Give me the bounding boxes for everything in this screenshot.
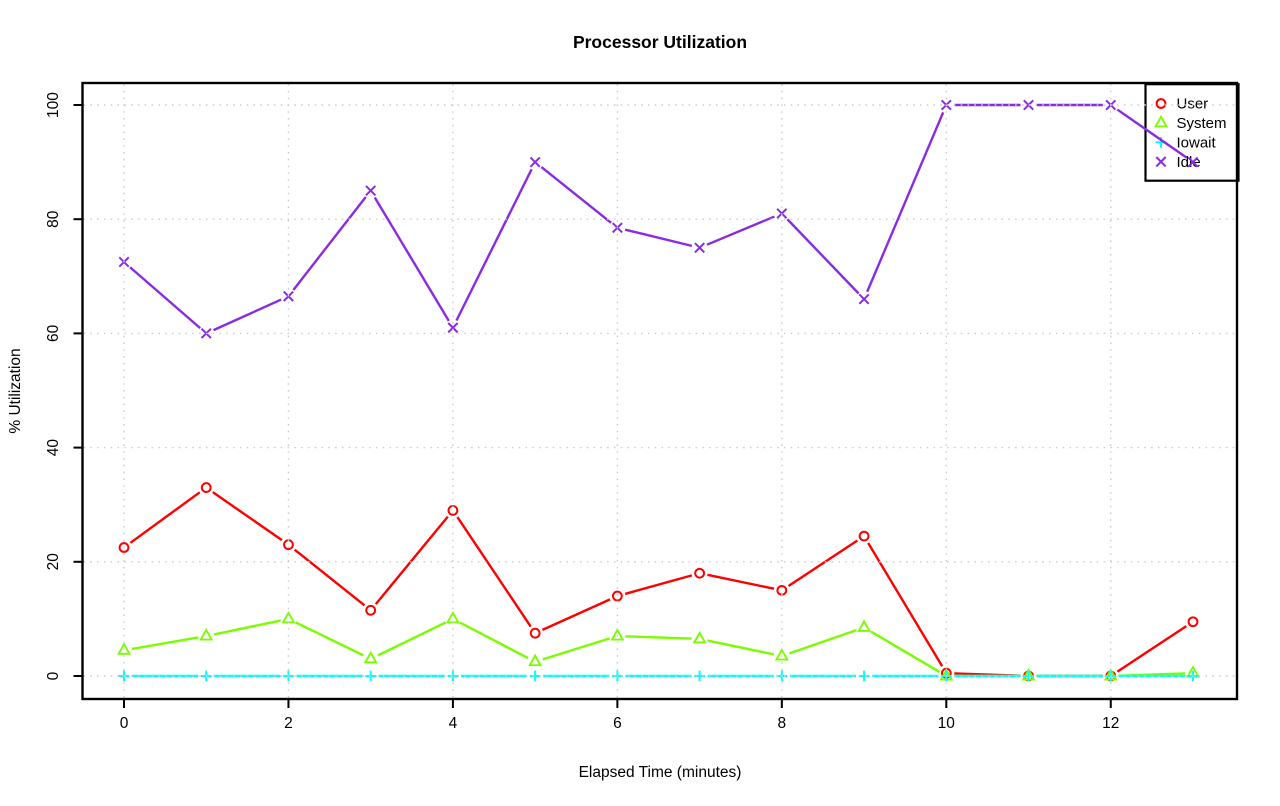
legend-box xyxy=(1144,83,1240,182)
data-point-marker xyxy=(116,642,132,655)
series-line-segment xyxy=(129,491,201,544)
legend-label: System xyxy=(1177,115,1227,132)
data-point-marker xyxy=(857,619,872,632)
series-line-segment xyxy=(459,621,529,660)
series-line-segment xyxy=(131,636,199,651)
y-tick-label: 80 xyxy=(45,210,62,228)
x-tick-label: 10 xyxy=(938,715,956,732)
series-line-segment xyxy=(455,168,533,322)
x-tick-label: 8 xyxy=(778,715,787,732)
plot-frame xyxy=(81,81,1239,701)
data-point-marker xyxy=(281,610,296,624)
data-point-marker xyxy=(447,322,459,334)
y-tick-label: 60 xyxy=(45,324,62,342)
series-line-segment xyxy=(213,298,282,332)
data-point-marker xyxy=(199,627,214,641)
series-line-segment xyxy=(541,598,611,631)
y-tick-label: 0 xyxy=(45,671,62,680)
series-line-segment xyxy=(377,621,447,657)
series-line-segment xyxy=(1116,625,1187,673)
x-tick-label: 6 xyxy=(613,715,622,732)
data-point-marker xyxy=(858,530,870,542)
series-line-segment xyxy=(129,266,201,330)
data-point-marker xyxy=(611,590,623,602)
y-axis-label: % Utilization xyxy=(7,348,24,433)
data-point-marker xyxy=(118,542,130,553)
series-line-segment xyxy=(706,215,775,246)
legend-marker-idle xyxy=(1155,156,1167,168)
series-line-segment xyxy=(624,574,693,596)
series-line-segment xyxy=(293,548,366,607)
series-line-segment xyxy=(213,619,281,636)
legend-label: Idle xyxy=(1177,154,1201,171)
x-tick-label: 2 xyxy=(284,715,293,732)
series-system xyxy=(116,610,1201,681)
data-point-marker xyxy=(529,156,541,168)
data-point-marker xyxy=(1187,156,1199,168)
data-point-marker xyxy=(694,567,706,579)
data-point-marker xyxy=(365,185,377,197)
data-point-marker xyxy=(363,650,378,664)
series-user xyxy=(118,482,1199,682)
chart-title: Processor Utilization xyxy=(573,32,747,52)
data-point-marker xyxy=(1023,99,1034,111)
series-line-segment xyxy=(786,218,860,295)
legend-marker-user xyxy=(1155,98,1167,109)
series-line-segment xyxy=(373,196,450,322)
x-tick-label: 0 xyxy=(120,715,129,732)
data-point-marker xyxy=(528,653,543,667)
x-axis-label: Elapsed Time (minutes) xyxy=(579,764,742,781)
series-line-segment xyxy=(707,639,775,656)
data-point-marker xyxy=(200,482,212,493)
plot-series xyxy=(116,99,1201,682)
series-line-segment xyxy=(625,635,692,640)
series-line-segment xyxy=(707,573,775,590)
data-point-marker xyxy=(694,242,706,254)
series-line-segment xyxy=(866,111,945,293)
y-tick-label: 40 xyxy=(45,439,62,457)
series-line-segment xyxy=(542,637,611,661)
series-line-segment xyxy=(1116,108,1188,159)
y-tick-label: 20 xyxy=(45,553,62,571)
series-line-segment xyxy=(212,491,283,542)
x-tick-label: 12 xyxy=(1102,715,1119,732)
series-line-segment xyxy=(870,630,941,673)
data-point-marker xyxy=(858,293,870,305)
series-line-segment xyxy=(540,166,612,224)
data-point-marker xyxy=(692,630,707,644)
data-point-marker xyxy=(365,604,377,616)
series-line-segment xyxy=(624,228,693,248)
legend: User System Iowait Idle xyxy=(1144,83,1240,182)
y-tick-label: 100 xyxy=(45,92,62,118)
legend-marker-system xyxy=(1153,114,1169,128)
series-line-segment xyxy=(456,516,532,628)
gridlines xyxy=(83,84,1236,698)
legend-label: User xyxy=(1177,96,1209,113)
data-point-marker xyxy=(610,627,625,641)
axes: 0 2 4 6 8 10 12 0 20 40 60 80 100 xyxy=(45,92,1119,732)
series-line-segment xyxy=(374,515,449,605)
legend-label: Iowait xyxy=(1177,135,1217,152)
data-point-marker xyxy=(445,610,460,624)
series-line-segment xyxy=(789,628,857,655)
series-line-segment xyxy=(292,196,367,291)
data-point-marker xyxy=(774,647,789,661)
series-line-segment xyxy=(295,621,365,657)
series-line-segment xyxy=(787,539,859,587)
x-tick-label: 4 xyxy=(449,715,458,732)
data-point-marker xyxy=(529,627,541,639)
data-point-marker xyxy=(1187,616,1199,628)
series-line-segment xyxy=(867,542,944,667)
